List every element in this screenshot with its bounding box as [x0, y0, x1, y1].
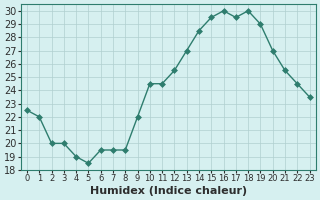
X-axis label: Humidex (Indice chaleur): Humidex (Indice chaleur)	[90, 186, 247, 196]
